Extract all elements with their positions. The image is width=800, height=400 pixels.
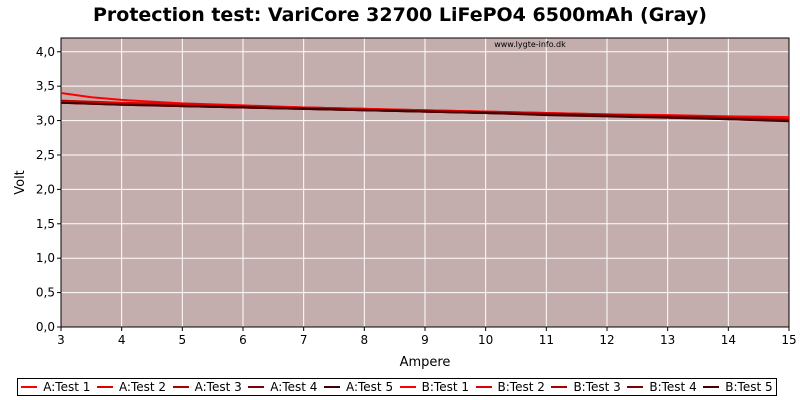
legend-item: B:Test 1 bbox=[399, 380, 469, 394]
legend-label: B:Test 5 bbox=[725, 380, 773, 394]
legend-item: B:Test 5 bbox=[703, 380, 773, 394]
legend-label: A:Test 3 bbox=[194, 380, 242, 394]
x-tick-label: 9 bbox=[421, 333, 429, 347]
x-tick-label: 8 bbox=[361, 333, 369, 347]
y-tick-label: 4,0 bbox=[36, 45, 55, 59]
legend-swatch bbox=[703, 386, 720, 388]
x-tick-label: 4 bbox=[118, 333, 126, 347]
legend-item: A:Test 5 bbox=[323, 380, 394, 394]
y-tick-label: 0,5 bbox=[36, 286, 55, 300]
legend-item: A:Test 1 bbox=[21, 380, 90, 394]
x-tick-label: 15 bbox=[781, 333, 796, 347]
legend-swatch bbox=[551, 386, 568, 388]
y-tick-label: 3,5 bbox=[36, 79, 55, 93]
legend-swatch bbox=[627, 386, 644, 388]
legend-label: A:Test 2 bbox=[118, 380, 167, 394]
legend-item: A:Test 4 bbox=[248, 380, 317, 394]
legend-swatch bbox=[172, 386, 189, 388]
legend-label: B:Test 2 bbox=[497, 380, 545, 394]
x-tick-label: 5 bbox=[179, 333, 187, 347]
y-tick-label: 0,0 bbox=[36, 320, 55, 334]
y-axis-title: Volt bbox=[13, 170, 28, 195]
legend-item: B:Test 4 bbox=[627, 380, 697, 394]
y-tick-label: 2,0 bbox=[36, 182, 55, 196]
legend-swatch bbox=[475, 386, 492, 388]
legend-label: B:Test 4 bbox=[649, 380, 697, 394]
x-tick-label: 6 bbox=[239, 333, 247, 347]
x-tick-label: 13 bbox=[660, 333, 675, 347]
y-tick-label: 3,0 bbox=[36, 114, 55, 128]
series-line-b-test-5 bbox=[60, 101, 790, 123]
legend-label: A:Test 5 bbox=[345, 380, 394, 394]
legend-swatch bbox=[21, 386, 38, 388]
x-tick-label: 10 bbox=[478, 333, 493, 347]
legend-label: B:Test 1 bbox=[421, 380, 469, 394]
legend-label: A:Test 1 bbox=[43, 380, 91, 394]
chart-svg: 3 4 5 6 7 8 9 10 11 12 13 14 15 0,0 0,5 1,0 1,5 2,0 2,5 3,0… bbox=[13, 37, 797, 370]
legend-item: B:Test 3 bbox=[551, 380, 621, 394]
legend-item: A:Test 2 bbox=[96, 380, 167, 394]
series-layer bbox=[60, 92, 790, 123]
x-tick-label: 3 bbox=[57, 333, 65, 347]
legend: A:Test 1 A:Test 2 A:Test 3 A:Test 4 A:Test 5… bbox=[17, 378, 777, 396]
legend-label: B:Test 3 bbox=[573, 380, 621, 394]
legend-swatch bbox=[323, 386, 340, 388]
x-tick-label: 7 bbox=[300, 333, 308, 347]
legend-item: A:Test 3 bbox=[172, 380, 242, 394]
legend-swatch bbox=[399, 386, 416, 388]
x-axis-title: Ampere bbox=[400, 355, 451, 370]
x-tick-label: 11 bbox=[539, 333, 554, 347]
legend-item: B:Test 2 bbox=[475, 380, 545, 394]
legend-swatch bbox=[96, 386, 113, 388]
y-tick-label: 1,0 bbox=[36, 251, 55, 265]
chart-title: Protection test: VariCore 32700 LiFePO4 … bbox=[92, 4, 707, 26]
y-tick-label: 2,5 bbox=[36, 148, 55, 162]
x-tick-label: 12 bbox=[599, 333, 614, 347]
watermark: www.lygte-info.dk bbox=[494, 40, 566, 49]
axes: 3 4 5 6 7 8 9 10 11 12 13 14 15 0,0 0,5 1,0 1,5 2,0 2,5 3,0… bbox=[36, 37, 797, 347]
plot-border bbox=[60, 37, 790, 328]
y-tick-label: 1,5 bbox=[36, 217, 55, 231]
legend-swatch bbox=[248, 386, 265, 388]
x-tick-label: 14 bbox=[721, 333, 736, 347]
legend-label: A:Test 4 bbox=[270, 380, 318, 394]
